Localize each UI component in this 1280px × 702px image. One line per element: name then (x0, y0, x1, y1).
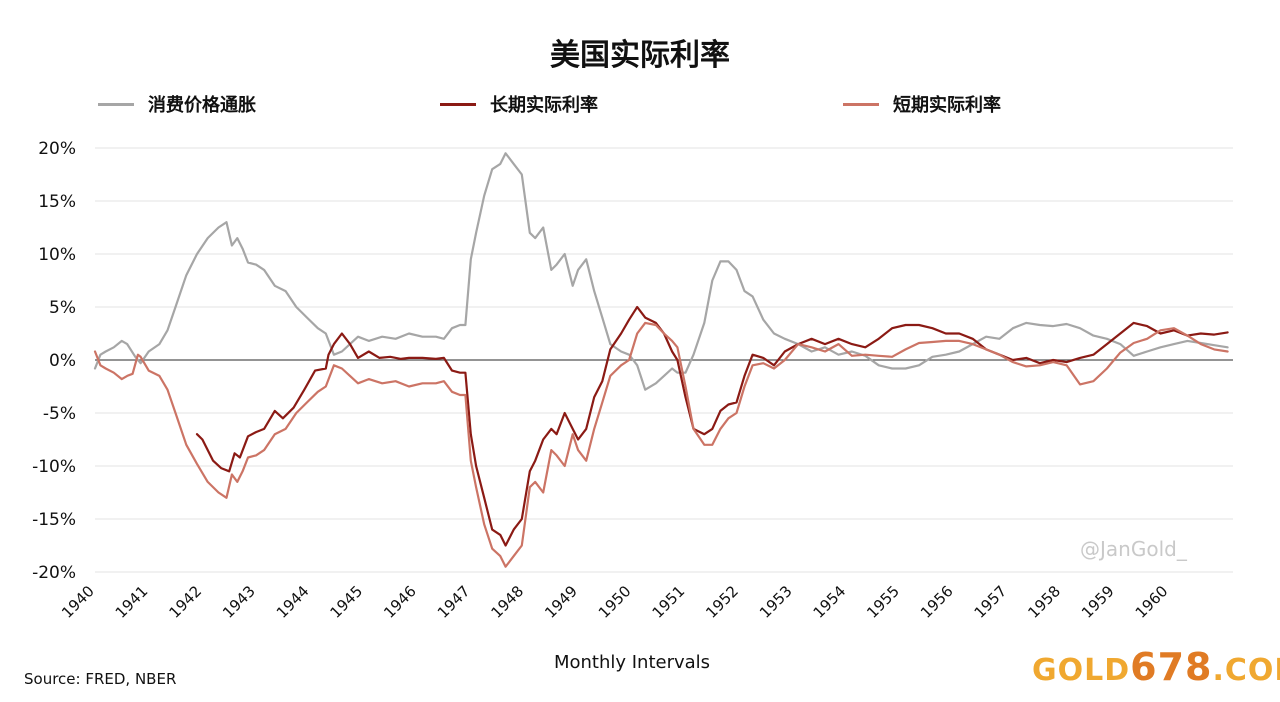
x-tick-label: 1959 (1078, 582, 1118, 622)
x-tick-label: 1949 (541, 582, 581, 622)
x-tick-label: 1948 (488, 582, 528, 622)
legend-item-long-term: 长期实际利率 (440, 92, 598, 116)
site-logo-suffix: .COM (1212, 653, 1280, 688)
y-tick-label: -15% (32, 510, 76, 530)
x-tick-label: 1947 (434, 582, 474, 622)
site-logo-number: 678 (1130, 645, 1213, 689)
grid-lines (95, 147, 1233, 573)
x-tick-label: 1957 (971, 582, 1011, 622)
y-tick-label: 15% (38, 192, 76, 212)
source-note: Source: FRED, NBER (24, 670, 177, 688)
legend-swatch-short-term (843, 102, 879, 106)
x-tick-label: 1955 (863, 582, 903, 622)
legend-item-short-term: 短期实际利率 (843, 92, 1001, 116)
series-line-2 (93, 321, 1229, 568)
y-tick-label: 5% (49, 298, 76, 318)
legend-swatch-long-term (440, 102, 476, 106)
legend-swatch-cpi (98, 102, 134, 106)
chart-title: 美国实际利率 (550, 38, 730, 73)
x-tick-label: 1953 (756, 582, 796, 622)
x-tick-label: 1950 (595, 582, 635, 622)
legend-label-long-term: 长期实际利率 (490, 95, 598, 116)
x-tick-label: 1941 (112, 582, 152, 622)
x-tick-label: 1942 (165, 582, 205, 622)
x-tick-label: 1954 (810, 582, 850, 622)
x-tick-label: 1960 (1132, 582, 1172, 622)
x-tick-label: 1951 (649, 582, 689, 622)
y-tick-label: 20% (38, 139, 76, 159)
x-axis-title: Monthly Intervals (553, 652, 711, 673)
y-tick-label: -20% (32, 563, 76, 583)
y-tick-label: -10% (32, 457, 76, 477)
series-line-0 (93, 152, 1229, 391)
x-tick-label: 1958 (1024, 582, 1064, 622)
x-tick-label: 1956 (917, 582, 957, 622)
x-tick-label: 1944 (273, 582, 313, 622)
x-axis-tick-labels: 1940 1941 1942 1943 1944 1945 1946 1947 1948 1949… (58, 582, 1171, 622)
x-tick-label: 1946 (380, 582, 420, 622)
legend-label-short-term: 短期实际利率 (893, 95, 1001, 116)
x-tick-label: 1945 (326, 582, 366, 622)
site-logo-prefix: GOLD (1032, 653, 1131, 688)
watermark-handle: @JanGold_ (1080, 537, 1187, 561)
x-tick-label: 1952 (702, 582, 742, 622)
site-logo: GOLD678.COM (1032, 645, 1280, 689)
legend-label-cpi: 消费价格通胀 (148, 95, 256, 116)
x-tick-label: 1943 (219, 582, 259, 622)
y-tick-label: 10% (38, 245, 76, 265)
y-axis-tick-labels: -20% -15% -10% -5% 0% 5% 10% 15% 20% (32, 139, 76, 583)
x-tick-label: 1940 (58, 582, 98, 622)
series-lines (93, 152, 1229, 568)
y-tick-label: -5% (43, 404, 76, 424)
legend-item-cpi: 消费价格通胀 (98, 92, 256, 116)
y-tick-label: 0% (49, 351, 76, 371)
